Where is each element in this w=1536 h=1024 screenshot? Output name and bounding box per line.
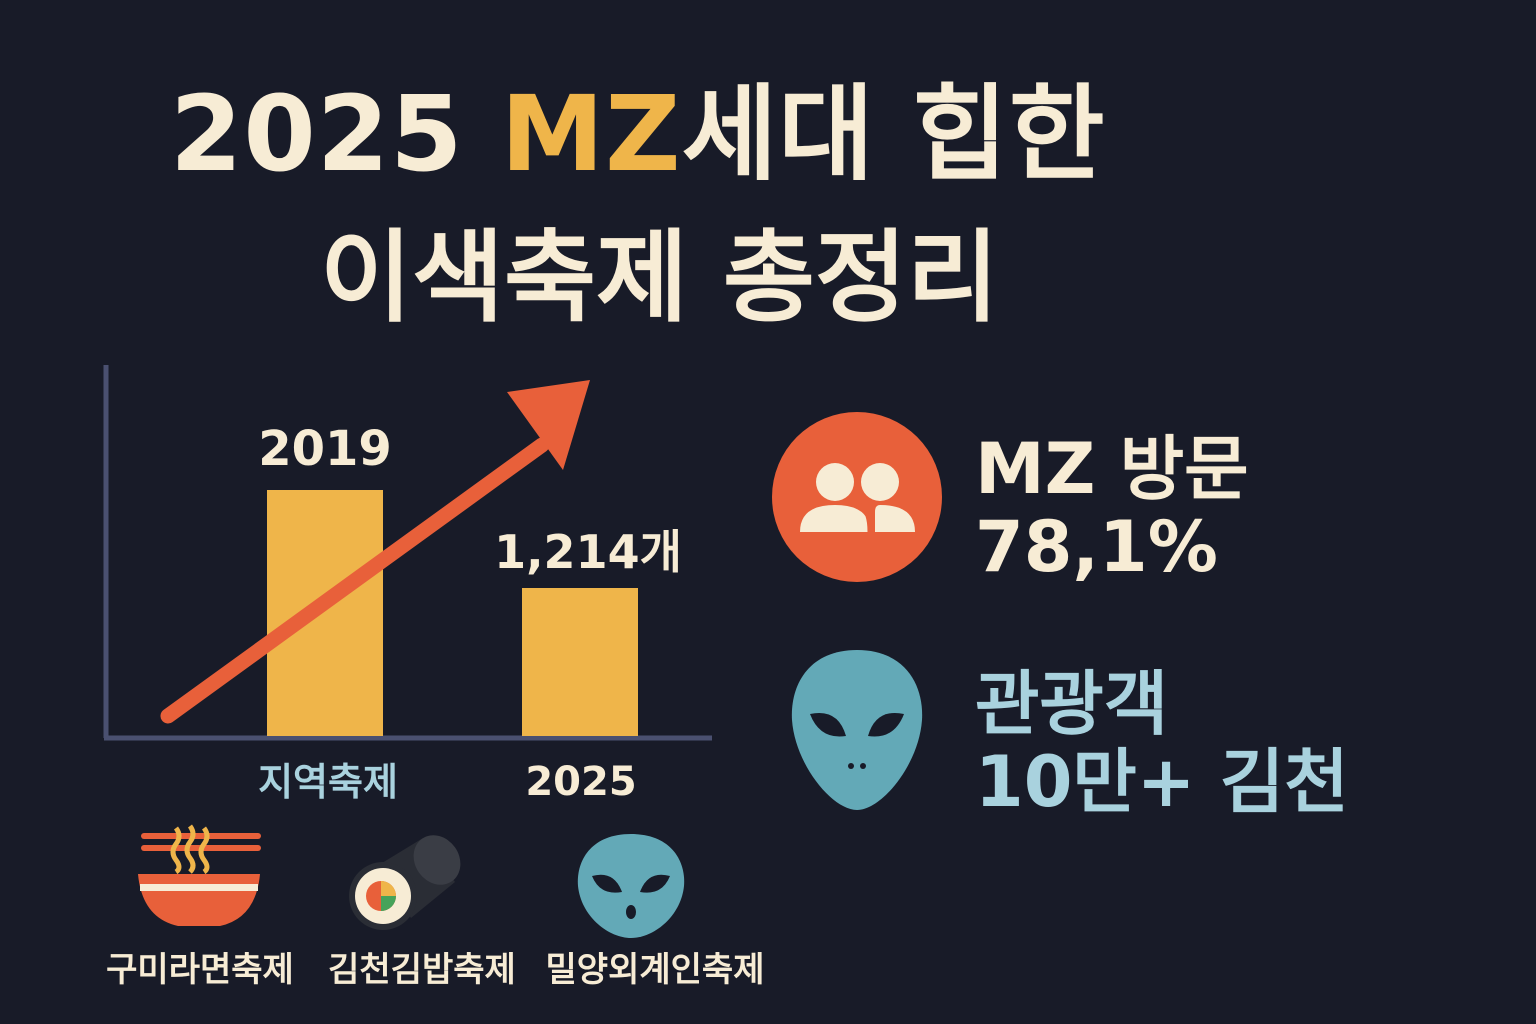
- festival-label-gimbap: 김천김밥축제: [328, 950, 516, 990]
- bar-jiyeok-festival: [267, 490, 383, 736]
- trend-arrow: [160, 380, 590, 724]
- title-accent-mz: MZ: [500, 73, 682, 195]
- tourists-stat: 관광객 10만+ 김천: [975, 665, 1349, 822]
- page-title-line-1: 2025 MZ세대 힙한: [170, 82, 1536, 186]
- festival-label-alien: 밀양외계인축제: [545, 950, 765, 990]
- mz-visit-stat: MZ 방문 78,1%: [975, 430, 1249, 587]
- title-rest: 세대 힙한: [681, 73, 1106, 195]
- ramen-bowl-icon: [132, 822, 266, 938]
- tourists-label: 관광객: [975, 663, 1169, 745]
- bar-top-label-2019: 2019: [258, 421, 392, 477]
- bar-2025: [522, 588, 638, 736]
- mz-visit-label: MZ 방문: [975, 428, 1249, 510]
- alien-mask-icon: [574, 832, 688, 944]
- alien-icon: [790, 648, 924, 816]
- festival-label-ramen: 구미라면축제: [106, 950, 294, 990]
- people-icon: [772, 412, 942, 586]
- gimbap-icon: [345, 832, 465, 936]
- x-tick-label-2025: 2025: [525, 759, 636, 805]
- page-title-line-2: 이색축제 총정리: [320, 219, 999, 336]
- bar-top-label-count: 1,214개: [494, 525, 682, 579]
- x-tick-label-jiyeok: 지역축제: [258, 760, 398, 804]
- mz-visit-value: 78,1%: [975, 506, 1218, 589]
- title-year: 2025: [170, 73, 501, 195]
- tourists-value: 10만+ 김천: [975, 741, 1349, 824]
